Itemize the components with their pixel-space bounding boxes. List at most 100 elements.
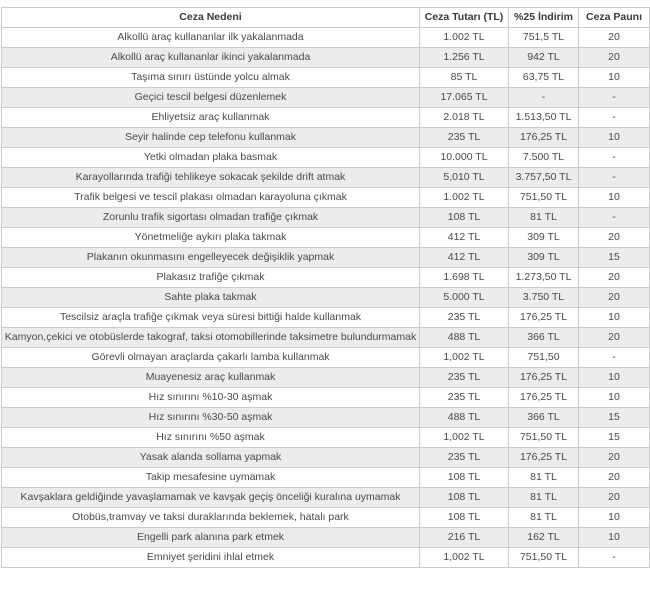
cell-points: 10 bbox=[578, 507, 650, 528]
table-row: Alkollü araç kullananlar ikinci yakalanm… bbox=[1, 47, 650, 68]
cell-amount: 5,010 TL bbox=[419, 167, 509, 188]
table-row: Geçici tescil belgesi düzenlemek 17.065 T… bbox=[1, 87, 650, 108]
cell-reason: Otobüs,tramvay ve taksi duraklarında bek… bbox=[1, 507, 420, 528]
cell-discount: 176,25 TL bbox=[508, 387, 579, 408]
cell-reason: Kavşaklara geldiğinde yavaşlamamak ve ka… bbox=[1, 487, 420, 508]
table-row: Yönetmeliğe aykırı plaka takmak 412 TL 309… bbox=[1, 227, 650, 248]
cell-amount: 1.256 TL bbox=[419, 47, 509, 68]
cell-points: - bbox=[578, 87, 650, 108]
cell-discount: 7.500 TL bbox=[508, 147, 579, 168]
cell-reason: Plakanın okunmasını engelleyecek değişik… bbox=[1, 247, 420, 268]
cell-discount: 81 TL bbox=[508, 487, 579, 508]
table-row: Tescilsiz araçla trafiğe çıkmak veya sür… bbox=[1, 307, 650, 328]
cell-points: - bbox=[578, 207, 650, 228]
cell-amount: 10.000 TL bbox=[419, 147, 509, 168]
cell-discount: 3.750 TL bbox=[508, 287, 579, 308]
cell-reason: Alkollü araç kullananlar ilk yakalanmada bbox=[1, 27, 420, 48]
table-body: Alkollü araç kullananlar ilk yakalanmada… bbox=[1, 27, 650, 568]
table-row: Görevli olmayan araçlarda çakarlı lamba … bbox=[1, 347, 650, 368]
table-row: Hız sınırını %10-30 aşmak 235 TL 176,25 TL… bbox=[1, 387, 650, 408]
cell-points: 15 bbox=[578, 247, 650, 268]
header-cell-discount: %25 İndirim bbox=[508, 7, 579, 28]
table-row: Hız sınırını %30-50 aşmak 488 TL 366 TL 15 bbox=[1, 407, 650, 428]
cell-points: - bbox=[578, 107, 650, 128]
traffic-fines-table: Ceza Nedeni Ceza Tutarı (TL) %25 İndirim… bbox=[1, 7, 650, 568]
table-row: Takip mesafesine uymamak 108 TL 81 TL 20 bbox=[1, 467, 650, 488]
cell-points: 10 bbox=[578, 527, 650, 548]
cell-points: 10 bbox=[578, 127, 650, 148]
table-row: Otobüs,tramvay ve taksi duraklarında bek… bbox=[1, 507, 650, 528]
table-header-row: Ceza Nedeni Ceza Tutarı (TL) %25 İndirim… bbox=[1, 7, 650, 28]
cell-points: - bbox=[578, 167, 650, 188]
cell-amount: 108 TL bbox=[419, 467, 509, 488]
cell-reason: Tescilsiz araçla trafiğe çıkmak veya sür… bbox=[1, 307, 420, 328]
cell-points: - bbox=[578, 547, 650, 568]
table-row: Yetki olmadan plaka basmak 10.000 TL 7.500… bbox=[1, 147, 650, 168]
header-cell-amount: Ceza Tutarı (TL) bbox=[419, 7, 509, 28]
cell-amount: 108 TL bbox=[419, 507, 509, 528]
cell-amount: 235 TL bbox=[419, 367, 509, 388]
cell-amount: 1,002 TL bbox=[419, 427, 509, 448]
table-row: Sahte plaka takmak 5.000 TL 3.750 TL 20 bbox=[1, 287, 650, 308]
cell-discount: 162 TL bbox=[508, 527, 579, 548]
cell-reason: Muayenesiz araç kullanmak bbox=[1, 367, 420, 388]
cell-reason: Görevli olmayan araçlarda çakarlı lamba … bbox=[1, 347, 420, 368]
cell-amount: 1.002 TL bbox=[419, 27, 509, 48]
cell-discount: 176,25 TL bbox=[508, 127, 579, 148]
cell-amount: 235 TL bbox=[419, 307, 509, 328]
table-row: Ehliyetsiz araç kullanmak 2.018 TL 1.513,5… bbox=[1, 107, 650, 128]
cell-reason: Alkollü araç kullananlar ikinci yakalanm… bbox=[1, 47, 420, 68]
cell-discount: 81 TL bbox=[508, 207, 579, 228]
cell-amount: 108 TL bbox=[419, 487, 509, 508]
cell-points: 10 bbox=[578, 367, 650, 388]
cell-points: 20 bbox=[578, 487, 650, 508]
cell-reason: Hız sınırını %30-50 aşmak bbox=[1, 407, 420, 428]
cell-amount: 235 TL bbox=[419, 387, 509, 408]
cell-discount: 176,25 TL bbox=[508, 307, 579, 328]
cell-amount: 1,002 TL bbox=[419, 347, 509, 368]
cell-amount: 412 TL bbox=[419, 227, 509, 248]
table-row: Engelli park alanına park etmek 216 TL 162… bbox=[1, 527, 650, 548]
cell-reason: Takip mesafesine uymamak bbox=[1, 467, 420, 488]
cell-reason: Seyir halinde cep telefonu kullanmak bbox=[1, 127, 420, 148]
cell-discount: 751,50 bbox=[508, 347, 579, 368]
cell-amount: 235 TL bbox=[419, 127, 509, 148]
cell-discount: 81 TL bbox=[508, 507, 579, 528]
table-row: Kamyon,çekici ve otobüslerde takograf, t… bbox=[1, 327, 650, 348]
table-row: Kavşaklara geldiğinde yavaşlamamak ve ka… bbox=[1, 487, 650, 508]
cell-amount: 216 TL bbox=[419, 527, 509, 548]
cell-points: 10 bbox=[578, 387, 650, 408]
cell-discount: - bbox=[508, 87, 579, 108]
cell-discount: 751,50 TL bbox=[508, 427, 579, 448]
cell-points: 20 bbox=[578, 267, 650, 288]
cell-amount: 488 TL bbox=[419, 327, 509, 348]
cell-amount: 1,002 TL bbox=[419, 547, 509, 568]
table-row: Seyir halinde cep telefonu kullanmak 235 … bbox=[1, 127, 650, 148]
cell-amount: 85 TL bbox=[419, 67, 509, 88]
cell-discount: 1.513,50 TL bbox=[508, 107, 579, 128]
cell-discount: 309 TL bbox=[508, 227, 579, 248]
cell-points: - bbox=[578, 347, 650, 368]
cell-discount: 63,75 TL bbox=[508, 67, 579, 88]
cell-discount: 3.757,50 TL bbox=[508, 167, 579, 188]
cell-discount: 751,50 TL bbox=[508, 187, 579, 208]
table-row: Alkollü araç kullananlar ilk yakalanmada… bbox=[1, 27, 650, 48]
cell-discount: 751,5 TL bbox=[508, 27, 579, 48]
header-cell-points: Ceza Paunı bbox=[578, 7, 650, 28]
cell-points: 15 bbox=[578, 407, 650, 428]
table-row: Hız sınırını %50 aşmak 1,002 TL 751,50 TL 1… bbox=[1, 427, 650, 448]
cell-discount: 366 TL bbox=[508, 327, 579, 348]
cell-reason: Sahte plaka takmak bbox=[1, 287, 420, 308]
table-row: Karayollarında trafiği tehlikeye sokacak… bbox=[1, 167, 650, 188]
cell-amount: 412 TL bbox=[419, 247, 509, 268]
cell-discount: 1.273,50 TL bbox=[508, 267, 579, 288]
cell-points: 10 bbox=[578, 187, 650, 208]
cell-amount: 1.002 TL bbox=[419, 187, 509, 208]
table-row: Plakasız trafiğe çıkmak 1.698 TL 1.273,50 … bbox=[1, 267, 650, 288]
header-cell-reason: Ceza Nedeni bbox=[1, 7, 420, 28]
cell-points: 15 bbox=[578, 427, 650, 448]
cell-amount: 2.018 TL bbox=[419, 107, 509, 128]
cell-points: 20 bbox=[578, 287, 650, 308]
cell-reason: Emniyet şeridini ihlal etmek bbox=[1, 547, 420, 568]
cell-discount: 942 TL bbox=[508, 47, 579, 68]
